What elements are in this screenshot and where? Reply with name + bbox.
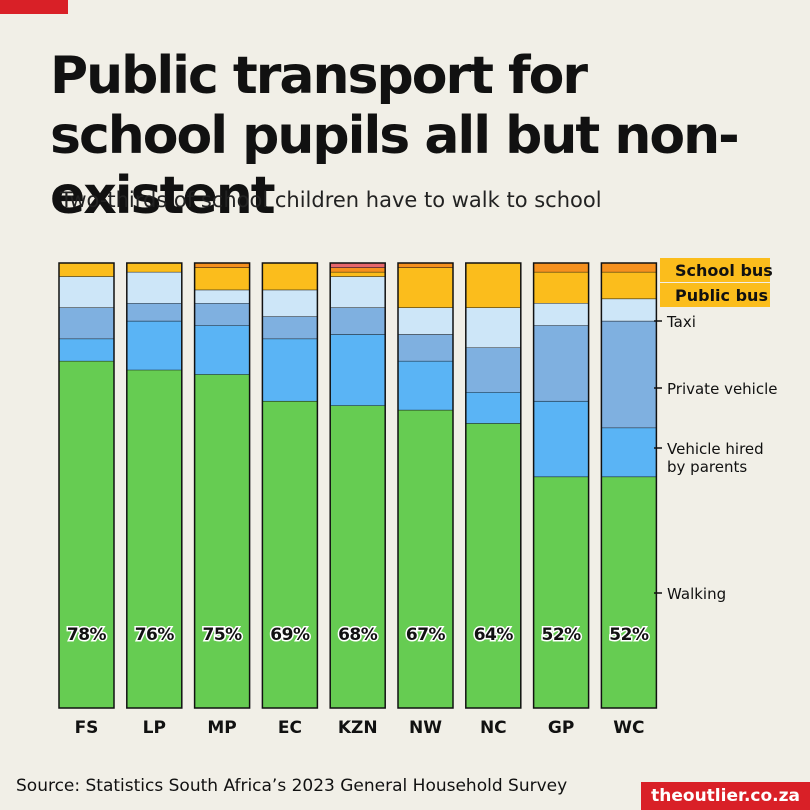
brand-badge: theoutlier.co.za	[641, 782, 810, 810]
legend-label: Walking	[667, 585, 726, 603]
walking-percent-label: 76%	[135, 625, 175, 645]
bar-segment	[59, 263, 114, 277]
source-note: Source: Statistics South Africa’s 2023 G…	[16, 776, 568, 796]
bar-segment	[465, 347, 521, 393]
legend-highlight	[660, 258, 770, 282]
bar-segment	[262, 400, 318, 708]
bar-segment	[59, 338, 114, 361]
category-label: WC	[613, 718, 644, 738]
legend-label: School bus	[675, 261, 773, 280]
walking-percent-label: 64%	[474, 625, 514, 645]
bar-outline	[532, 262, 590, 709]
bar-segment	[601, 320, 657, 428]
bar-segment	[330, 334, 386, 406]
bar-segment	[398, 409, 453, 708]
bar-segment	[398, 307, 453, 335]
category-label: NC	[480, 718, 507, 738]
bar-segment	[126, 320, 182, 370]
bar-segment	[194, 303, 250, 326]
page-title: Public transport for school pupils all b…	[50, 46, 740, 226]
legend-highlight	[660, 283, 770, 307]
bar-segment	[262, 316, 318, 339]
bar-segment	[465, 307, 521, 348]
walking-percent-label: 75%	[202, 625, 242, 645]
bar-segment	[126, 263, 182, 272]
bar-outline	[58, 262, 115, 709]
bar-segment	[465, 392, 521, 424]
bar-segment	[398, 334, 453, 361]
bar-segment	[330, 267, 386, 272]
bar-outline	[126, 262, 183, 709]
bar-segment	[126, 369, 182, 708]
bar-segment	[533, 476, 589, 708]
bar-segment	[465, 423, 521, 708]
bar-segment	[194, 263, 250, 268]
bar-outline	[261, 262, 319, 709]
bar-segment	[330, 271, 386, 277]
category-label: EC	[278, 718, 302, 738]
walking-percent-label: 67%	[406, 625, 446, 645]
bar-segment	[398, 267, 453, 308]
bar-outline	[600, 262, 658, 709]
category-label: MP	[207, 718, 236, 738]
bar-segment	[398, 360, 453, 410]
legend-label: Public bus	[675, 286, 768, 305]
bar-segment	[601, 298, 657, 321]
bar-segment	[59, 276, 114, 308]
category-label: NW	[409, 718, 442, 738]
legend-label: Private vehicle	[667, 380, 778, 398]
bar-segment	[194, 374, 250, 708]
walking-percent-label: 52%	[609, 625, 649, 645]
category-label: KZN	[338, 718, 378, 738]
bar-outline	[465, 262, 522, 709]
walking-percent-label: 68%	[338, 625, 378, 645]
bar-segment	[194, 325, 250, 375]
bar-segment	[533, 400, 589, 477]
walking-percent-label: 78%	[67, 625, 107, 645]
bar-segment	[262, 338, 318, 401]
bar-segment	[330, 405, 386, 708]
bar-segment	[398, 263, 453, 268]
category-label: FS	[75, 718, 99, 738]
bar-segment	[126, 271, 182, 304]
bar-segment	[194, 289, 250, 304]
bar-segment	[601, 427, 657, 477]
bar-segment	[330, 276, 386, 308]
bar-segment	[533, 325, 589, 401]
legend-label: Vehicle hired by parents	[667, 440, 764, 476]
bar-segment	[465, 263, 521, 308]
bar-segment	[59, 360, 114, 708]
top-accent-bar	[0, 0, 68, 14]
bar-segment	[126, 303, 182, 321]
bar-outline	[329, 262, 386, 709]
stacked-bar-chart: 78% FS 76% LP 75% MP 69% EC 68% KZN 67% NW 64% NC 52% G…	[58, 258, 778, 738]
bar-segment	[601, 476, 657, 708]
page-subtitle: Two-thirds of school children have to wa…	[60, 188, 602, 212]
walking-percent-label: 69%	[270, 625, 310, 645]
bar-segment	[262, 263, 318, 290]
bar-segment	[330, 307, 386, 335]
legend-label: Taxi	[666, 313, 696, 331]
bar-segment	[330, 263, 386, 268]
bar-segment	[533, 271, 589, 304]
bar-outline	[397, 262, 454, 709]
bar-segment	[194, 267, 250, 290]
bar-segment	[262, 289, 318, 317]
bar-segment	[533, 303, 589, 326]
category-label: LP	[143, 718, 166, 738]
bar-segment	[59, 307, 114, 339]
walking-percent-label: 52%	[541, 625, 581, 645]
bar-segment	[601, 263, 657, 272]
bar-segment	[533, 263, 589, 272]
bar-outline	[193, 262, 251, 709]
category-label: GP	[548, 718, 574, 738]
bar-segment	[601, 271, 657, 299]
